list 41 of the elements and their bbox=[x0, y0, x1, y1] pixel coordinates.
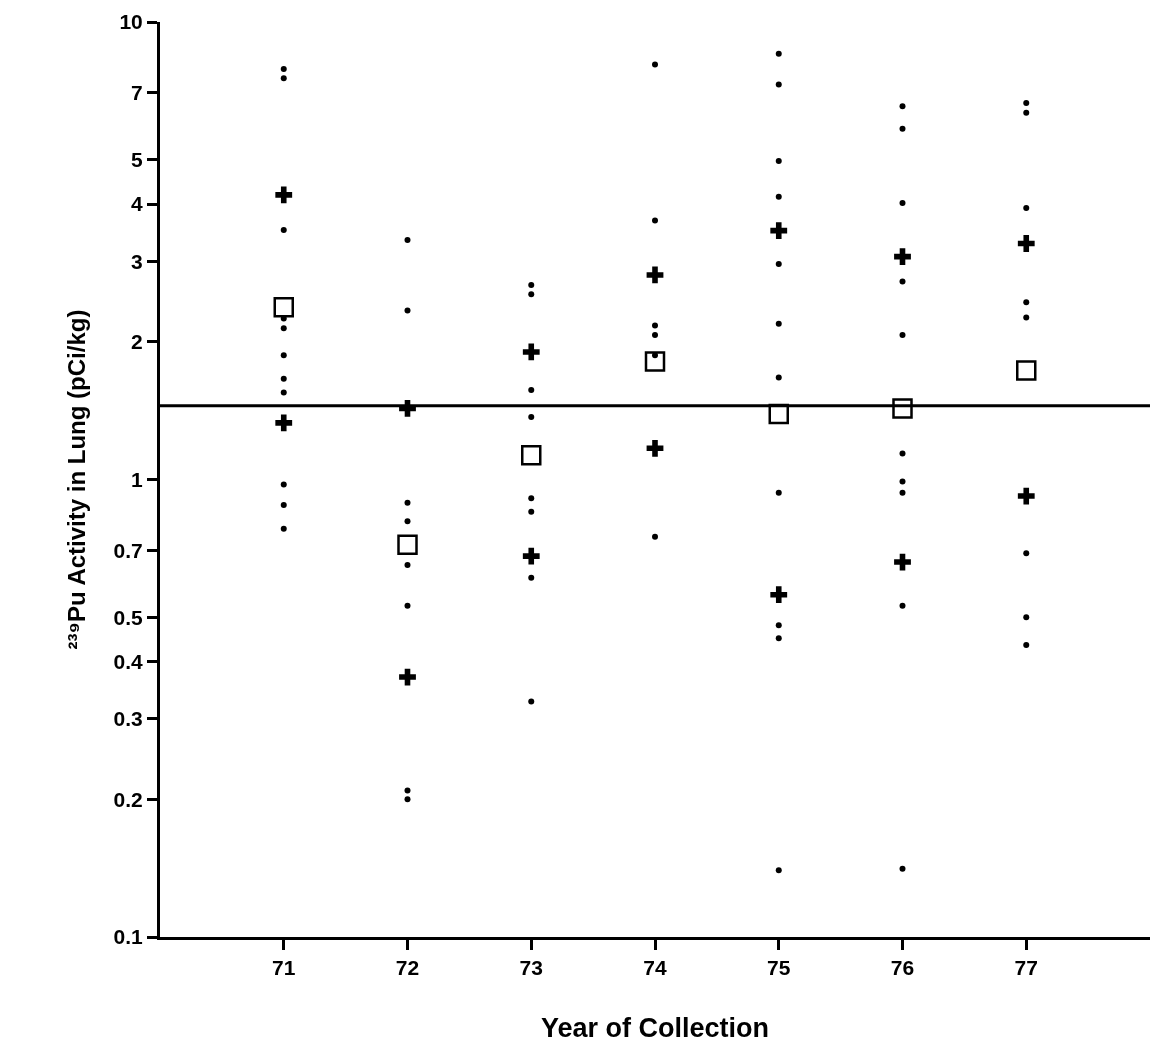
y-tick-label: 0.2 bbox=[113, 787, 143, 811]
point bbox=[894, 553, 911, 571]
y-tick-label: 10 bbox=[119, 10, 143, 34]
y-tick-label: 5 bbox=[131, 148, 144, 172]
y-tick-label: 3 bbox=[131, 249, 143, 273]
y-tick-label: 0.7 bbox=[113, 538, 143, 562]
y-tick-label: 0.3 bbox=[113, 707, 143, 731]
point bbox=[770, 222, 788, 239]
point bbox=[522, 547, 540, 565]
point bbox=[397, 534, 418, 556]
point bbox=[522, 343, 540, 361]
x-tick-label: 71 bbox=[272, 956, 296, 980]
point bbox=[646, 266, 664, 284]
x-tick-label: 74 bbox=[643, 956, 667, 980]
y-tick-label: 4 bbox=[131, 192, 144, 216]
x-tick-label: 76 bbox=[890, 956, 915, 980]
point bbox=[892, 398, 913, 419]
y-tick-label: 7 bbox=[131, 81, 143, 105]
y-tick-label: 2 bbox=[131, 330, 143, 354]
y-axis-title: ²³⁹Pu Activity in Lung (pCi/kg) bbox=[62, 309, 90, 650]
point bbox=[521, 444, 542, 466]
y-tick-label: 0.5 bbox=[113, 605, 144, 629]
x-tick-label: 72 bbox=[395, 956, 420, 980]
y-tick-label: 0.1 bbox=[113, 925, 144, 949]
x-tick-label: 73 bbox=[519, 956, 543, 980]
point bbox=[1016, 360, 1037, 381]
x-tick-label: 77 bbox=[1014, 956, 1038, 980]
point bbox=[275, 186, 293, 204]
point bbox=[1017, 235, 1035, 252]
x-tick-label: 75 bbox=[767, 956, 791, 980]
point bbox=[399, 668, 416, 686]
point bbox=[273, 296, 294, 318]
point bbox=[894, 248, 911, 266]
point bbox=[275, 414, 293, 432]
point bbox=[770, 586, 788, 604]
y-tick-label: 1 bbox=[131, 467, 144, 491]
point bbox=[644, 351, 666, 372]
point bbox=[646, 439, 664, 457]
point bbox=[1017, 487, 1035, 505]
y-tick-label: 0.4 bbox=[113, 649, 144, 673]
x-axis-title: Year of Collection bbox=[540, 1012, 770, 1043]
